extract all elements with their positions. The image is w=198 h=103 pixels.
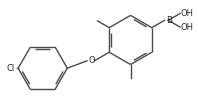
Text: Cl: Cl (7, 64, 15, 73)
Text: O: O (88, 56, 95, 65)
Text: OH: OH (180, 9, 193, 18)
Text: B: B (166, 16, 172, 25)
Text: OH: OH (180, 23, 193, 32)
